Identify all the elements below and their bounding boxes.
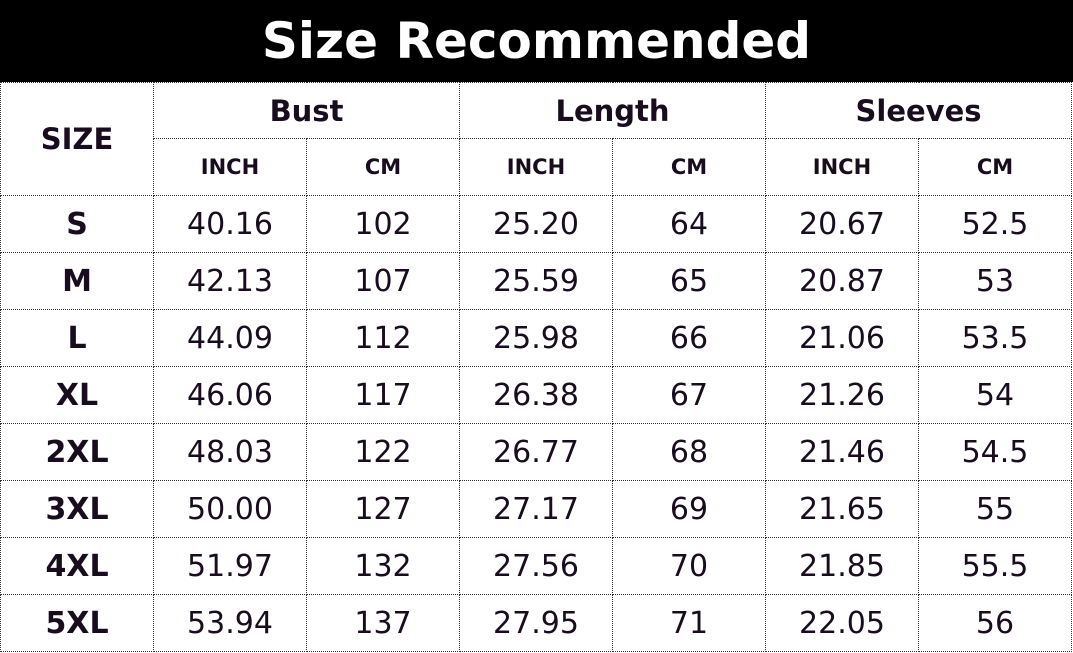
measurement-cell: 67	[612, 366, 766, 424]
length-group-header: Length	[459, 82, 766, 139]
table-row: 3XL 50.00 127 27.17 69 21.65 55	[0, 480, 1072, 538]
measurement-cell: 102	[306, 195, 460, 253]
size-column-header: SIZE	[0, 82, 154, 196]
measurement-cell: 53.94	[153, 594, 307, 652]
measurement-cell: 25.20	[459, 195, 613, 253]
measurement-cell: 64	[612, 195, 766, 253]
measurement-cell: 127	[306, 480, 460, 538]
size-chart-table: SIZE Bust Length Sleeves INCH CM INCH CM INC…	[0, 82, 1072, 652]
unit-header: CM	[612, 138, 766, 196]
sleeves-group-header: Sleeves	[765, 82, 1072, 139]
page-title: Size Recommended	[0, 0, 1073, 82]
unit-header: INCH	[459, 138, 613, 196]
measurement-cell: 42.13	[153, 252, 307, 310]
measurement-cell: 71	[612, 594, 766, 652]
measurement-cell: 21.26	[765, 366, 919, 424]
measurement-cell: 69	[612, 480, 766, 538]
measurement-cell: 21.06	[765, 309, 919, 367]
size-cell: 2XL	[0, 423, 154, 481]
size-cell: M	[0, 252, 154, 310]
measurement-cell: 56	[918, 594, 1072, 652]
measurement-cell: 46.06	[153, 366, 307, 424]
measurement-cell: 132	[306, 537, 460, 595]
size-cell: XL	[0, 366, 154, 424]
measurement-cell: 70	[612, 537, 766, 595]
measurement-cell: 55.5	[918, 537, 1072, 595]
measurement-cell: 20.87	[765, 252, 919, 310]
measurement-cell: 107	[306, 252, 460, 310]
unit-header: CM	[918, 138, 1072, 196]
measurement-cell: 52.5	[918, 195, 1072, 253]
measurement-cell: 55	[918, 480, 1072, 538]
unit-header: INCH	[765, 138, 919, 196]
size-cell: L	[0, 309, 154, 367]
measurement-cell: 53	[918, 252, 1072, 310]
measurement-cell: 65	[612, 252, 766, 310]
measurement-cell: 54	[918, 366, 1072, 424]
size-cell: 5XL	[0, 594, 154, 652]
measurement-cell: 27.17	[459, 480, 613, 538]
measurement-cell: 48.03	[153, 423, 307, 481]
measurement-cell: 68	[612, 423, 766, 481]
unit-header: INCH	[153, 138, 307, 196]
measurement-cell: 112	[306, 309, 460, 367]
table-row: 4XL 51.97 132 27.56 70 21.85 55.5	[0, 537, 1072, 595]
measurement-cell: 20.67	[765, 195, 919, 253]
size-cell: 3XL	[0, 480, 154, 538]
bust-group-header: Bust	[153, 82, 460, 139]
measurement-cell: 27.95	[459, 594, 613, 652]
table-row: 2XL 48.03 122 26.77 68 21.46 54.5	[0, 423, 1072, 481]
measurement-cell: 50.00	[153, 480, 307, 538]
table-row: M 42.13 107 25.59 65 20.87 53	[0, 252, 1072, 310]
table-row: S 40.16 102 25.20 64 20.67 52.5	[0, 195, 1072, 253]
measurement-cell: 25.59	[459, 252, 613, 310]
measurement-cell: 44.09	[153, 309, 307, 367]
size-cell: S	[0, 195, 154, 253]
measurement-cell: 53.5	[918, 309, 1072, 367]
table-row: L 44.09 112 25.98 66 21.06 53.5	[0, 309, 1072, 367]
measurement-cell: 27.56	[459, 537, 613, 595]
measurement-cell: 54.5	[918, 423, 1072, 481]
unit-header: CM	[306, 138, 460, 196]
measurement-cell: 137	[306, 594, 460, 652]
measurement-cell: 25.98	[459, 309, 613, 367]
measurement-cell: 40.16	[153, 195, 307, 253]
measurement-cell: 26.77	[459, 423, 613, 481]
measurement-cell: 51.97	[153, 537, 307, 595]
measurement-cell: 66	[612, 309, 766, 367]
size-cell: 4XL	[0, 537, 154, 595]
measurement-cell: 26.38	[459, 366, 613, 424]
measurement-cell: 21.65	[765, 480, 919, 538]
measurement-cell: 21.46	[765, 423, 919, 481]
table-row: 5XL 53.94 137 27.95 71 22.05 56	[0, 594, 1072, 652]
measurement-cell: 117	[306, 366, 460, 424]
measurement-cell: 122	[306, 423, 460, 481]
table-row: XL 46.06 117 26.38 67 21.26 54	[0, 366, 1072, 424]
measurement-cell: 21.85	[765, 537, 919, 595]
measurement-cell: 22.05	[765, 594, 919, 652]
